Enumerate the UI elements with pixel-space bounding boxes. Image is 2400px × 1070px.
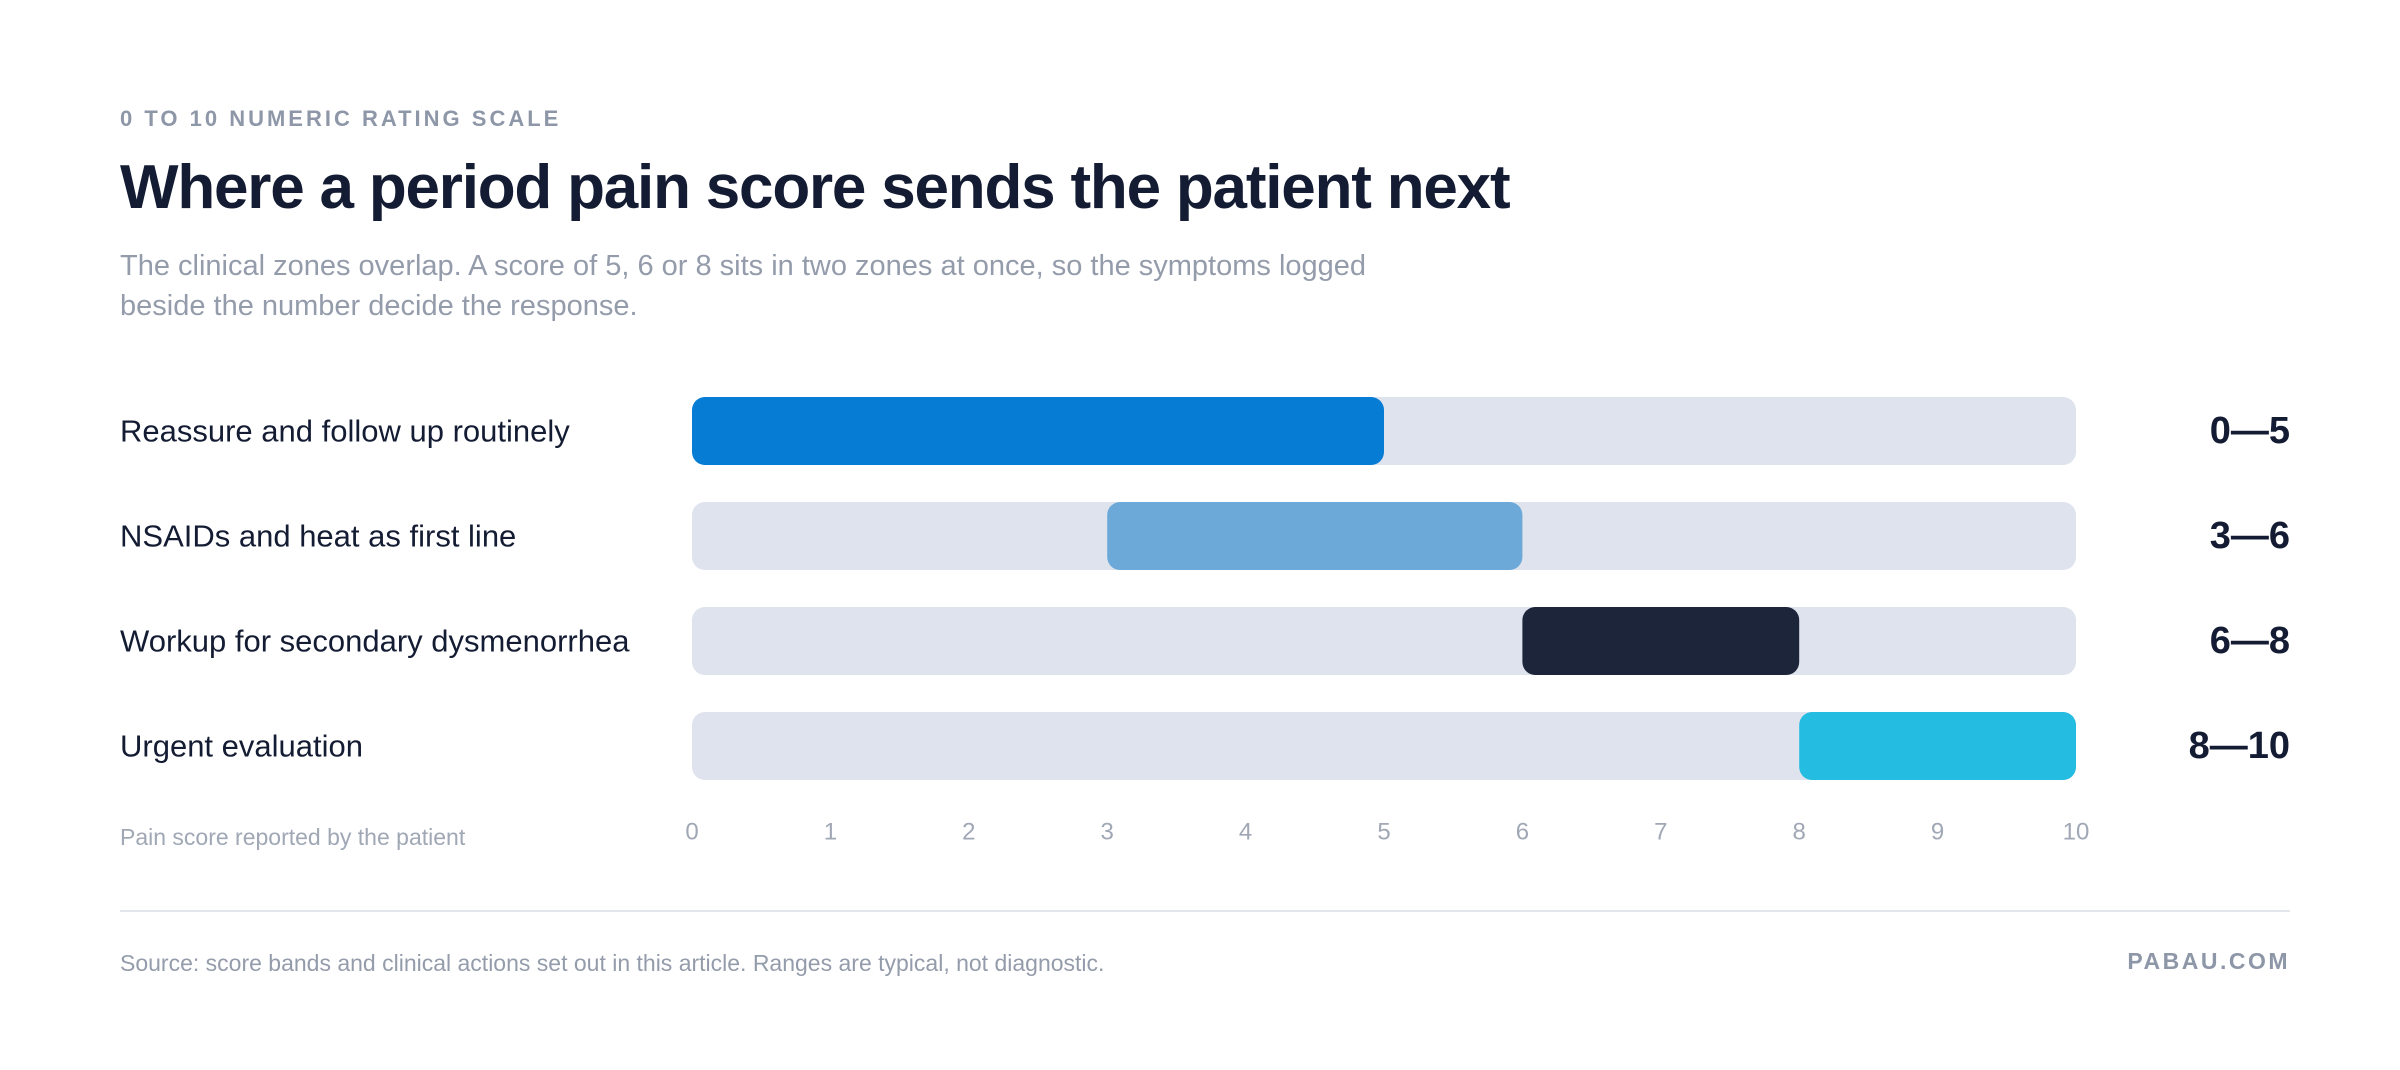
x-tick-label: 0 (685, 819, 698, 846)
range-bar-chart: Reassure and follow up routinely 0—5 NSAID… (120, 397, 2290, 850)
range-value-label: 0—5 (2210, 410, 2290, 452)
source-note: Source: score bands and clinical actions… (120, 950, 1105, 976)
range-bar (1107, 502, 1523, 570)
x-tick-label: 6 (1516, 819, 1529, 846)
x-tick-label: 7 (1654, 819, 1667, 846)
range-bar (692, 397, 1384, 465)
row-label: Reassure and follow up routinely (120, 414, 570, 449)
brand-mark: PABAU.COM (2127, 948, 2290, 974)
row-label: Urgent evaluation (120, 729, 363, 764)
bar-track (692, 607, 2076, 675)
x-tick-label: 2 (962, 819, 975, 846)
range-value-label: 3—6 (2210, 515, 2290, 557)
range-bar (1522, 607, 1800, 675)
range-value-label: 8—10 (2189, 725, 2290, 767)
chart-subtitle: The clinical zones overlap. A score of 5… (120, 250, 1367, 322)
x-tick-label: 4 (1239, 819, 1252, 846)
row-label: Workup for secondary dysmenorrhea (120, 624, 630, 659)
x-tick-label: 8 (1793, 819, 1806, 846)
range-bar (1799, 712, 2076, 780)
x-tick-label: 10 (2063, 819, 2090, 846)
chart-eyebrow: 0 TO 10 NUMERIC RATING SCALE (120, 106, 562, 131)
bar-track (692, 712, 2076, 780)
x-tick-label: 1 (824, 819, 837, 846)
x-axis-title: Pain score reported by the patient (120, 824, 466, 850)
range-value-label: 6—8 (2210, 620, 2290, 662)
footer-divider (120, 910, 2290, 912)
chart-title: Where a period pain score sends the pati… (120, 153, 1511, 222)
x-tick-label: 5 (1377, 819, 1390, 846)
x-tick-label: 9 (1931, 819, 1944, 846)
row-label: NSAIDs and heat as first line (120, 519, 516, 554)
x-tick-label: 3 (1101, 819, 1114, 846)
